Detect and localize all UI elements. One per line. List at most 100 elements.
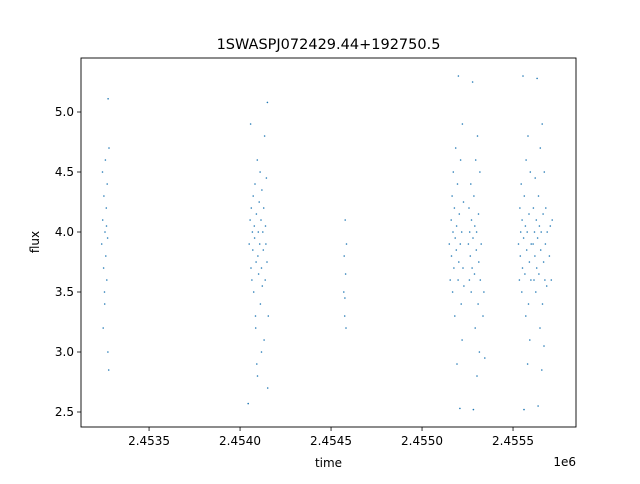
x-tick-label: 2.4535 bbox=[128, 434, 170, 448]
data-point bbox=[257, 231, 260, 233]
data-point bbox=[477, 303, 479, 305]
data-point bbox=[521, 291, 523, 293]
data-point bbox=[262, 231, 264, 233]
data-point bbox=[471, 267, 473, 269]
data-point bbox=[480, 243, 483, 245]
data-point bbox=[460, 303, 463, 305]
data-point bbox=[255, 213, 258, 215]
data-point bbox=[517, 243, 520, 245]
data-point bbox=[461, 339, 463, 341]
data-point bbox=[476, 135, 479, 137]
y-axis-label: flux bbox=[28, 231, 42, 253]
data-point bbox=[541, 123, 543, 125]
data-point bbox=[470, 219, 473, 221]
data-point bbox=[258, 243, 261, 245]
data-point bbox=[451, 291, 454, 293]
data-points bbox=[100, 75, 553, 411]
data-point bbox=[107, 351, 109, 353]
data-point bbox=[549, 225, 552, 227]
data-point bbox=[254, 327, 257, 329]
data-point bbox=[483, 291, 485, 293]
data-point bbox=[253, 237, 256, 239]
data-point bbox=[484, 357, 486, 359]
data-point bbox=[462, 267, 464, 269]
data-point bbox=[532, 243, 534, 245]
data-point bbox=[247, 402, 249, 405]
y-tick-label: 4.0 bbox=[55, 225, 74, 239]
data-point bbox=[470, 291, 473, 293]
data-point bbox=[248, 243, 250, 245]
data-point bbox=[260, 267, 263, 269]
data-point bbox=[460, 231, 463, 233]
y-tick-label: 3.5 bbox=[55, 285, 74, 299]
data-point bbox=[267, 315, 270, 317]
data-point bbox=[535, 267, 538, 269]
data-point bbox=[264, 225, 267, 227]
data-point bbox=[530, 243, 532, 245]
data-point bbox=[254, 315, 257, 317]
data-point bbox=[518, 279, 521, 281]
data-point bbox=[537, 195, 540, 197]
y-axis: 2.5 3.0 3.5 4.0 4.5 5.0 bbox=[55, 105, 81, 419]
data-point bbox=[257, 273, 260, 275]
data-point bbox=[249, 123, 252, 125]
data-point bbox=[474, 225, 476, 227]
data-point bbox=[539, 147, 542, 149]
data-point bbox=[475, 231, 478, 233]
data-point bbox=[104, 159, 107, 161]
plot-frame bbox=[80, 57, 577, 428]
data-point bbox=[261, 189, 263, 191]
data-point bbox=[532, 207, 535, 209]
data-point bbox=[105, 255, 107, 257]
chart-title: 1SWASPJ072429.44+192750.5 bbox=[217, 37, 441, 53]
data-point bbox=[536, 237, 539, 239]
data-point bbox=[105, 225, 108, 227]
data-point bbox=[459, 243, 462, 245]
data-point bbox=[542, 261, 545, 263]
data-point bbox=[455, 225, 458, 227]
y-tick-label: 4.5 bbox=[55, 165, 74, 179]
data-point bbox=[542, 213, 544, 215]
data-point bbox=[103, 291, 106, 293]
data-point bbox=[527, 303, 530, 305]
data-point bbox=[454, 147, 457, 149]
data-point bbox=[255, 363, 258, 365]
x-tick-label: 2.4540 bbox=[219, 434, 261, 448]
data-point bbox=[545, 285, 548, 287]
data-point bbox=[463, 285, 465, 287]
data-point bbox=[478, 351, 481, 353]
data-point bbox=[250, 207, 253, 209]
data-point bbox=[457, 75, 460, 77]
data-point bbox=[482, 315, 484, 317]
data-point bbox=[540, 231, 542, 233]
data-point bbox=[260, 219, 262, 221]
data-point bbox=[534, 255, 536, 257]
data-point bbox=[343, 291, 345, 293]
data-point bbox=[475, 249, 478, 251]
data-point bbox=[521, 219, 523, 221]
data-point bbox=[536, 77, 538, 80]
data-point bbox=[525, 315, 527, 317]
data-point bbox=[523, 195, 526, 197]
data-point bbox=[251, 279, 253, 281]
x-offset-label: 1e6 bbox=[553, 455, 576, 469]
data-point bbox=[462, 201, 465, 203]
data-point bbox=[266, 261, 268, 263]
data-point bbox=[477, 213, 480, 215]
data-point bbox=[105, 207, 108, 209]
data-point bbox=[343, 255, 346, 257]
data-point bbox=[541, 369, 543, 371]
data-point bbox=[458, 261, 460, 263]
data-point bbox=[107, 369, 110, 371]
data-point bbox=[528, 213, 530, 215]
data-point bbox=[266, 387, 269, 389]
data-point bbox=[344, 273, 347, 275]
x-tick-label: 2.4545 bbox=[310, 434, 352, 448]
data-point bbox=[102, 267, 105, 269]
data-point bbox=[459, 407, 461, 410]
data-point bbox=[537, 405, 539, 407]
data-point bbox=[544, 243, 547, 245]
data-point bbox=[259, 303, 262, 305]
data-point bbox=[473, 273, 476, 275]
data-point bbox=[534, 177, 536, 179]
